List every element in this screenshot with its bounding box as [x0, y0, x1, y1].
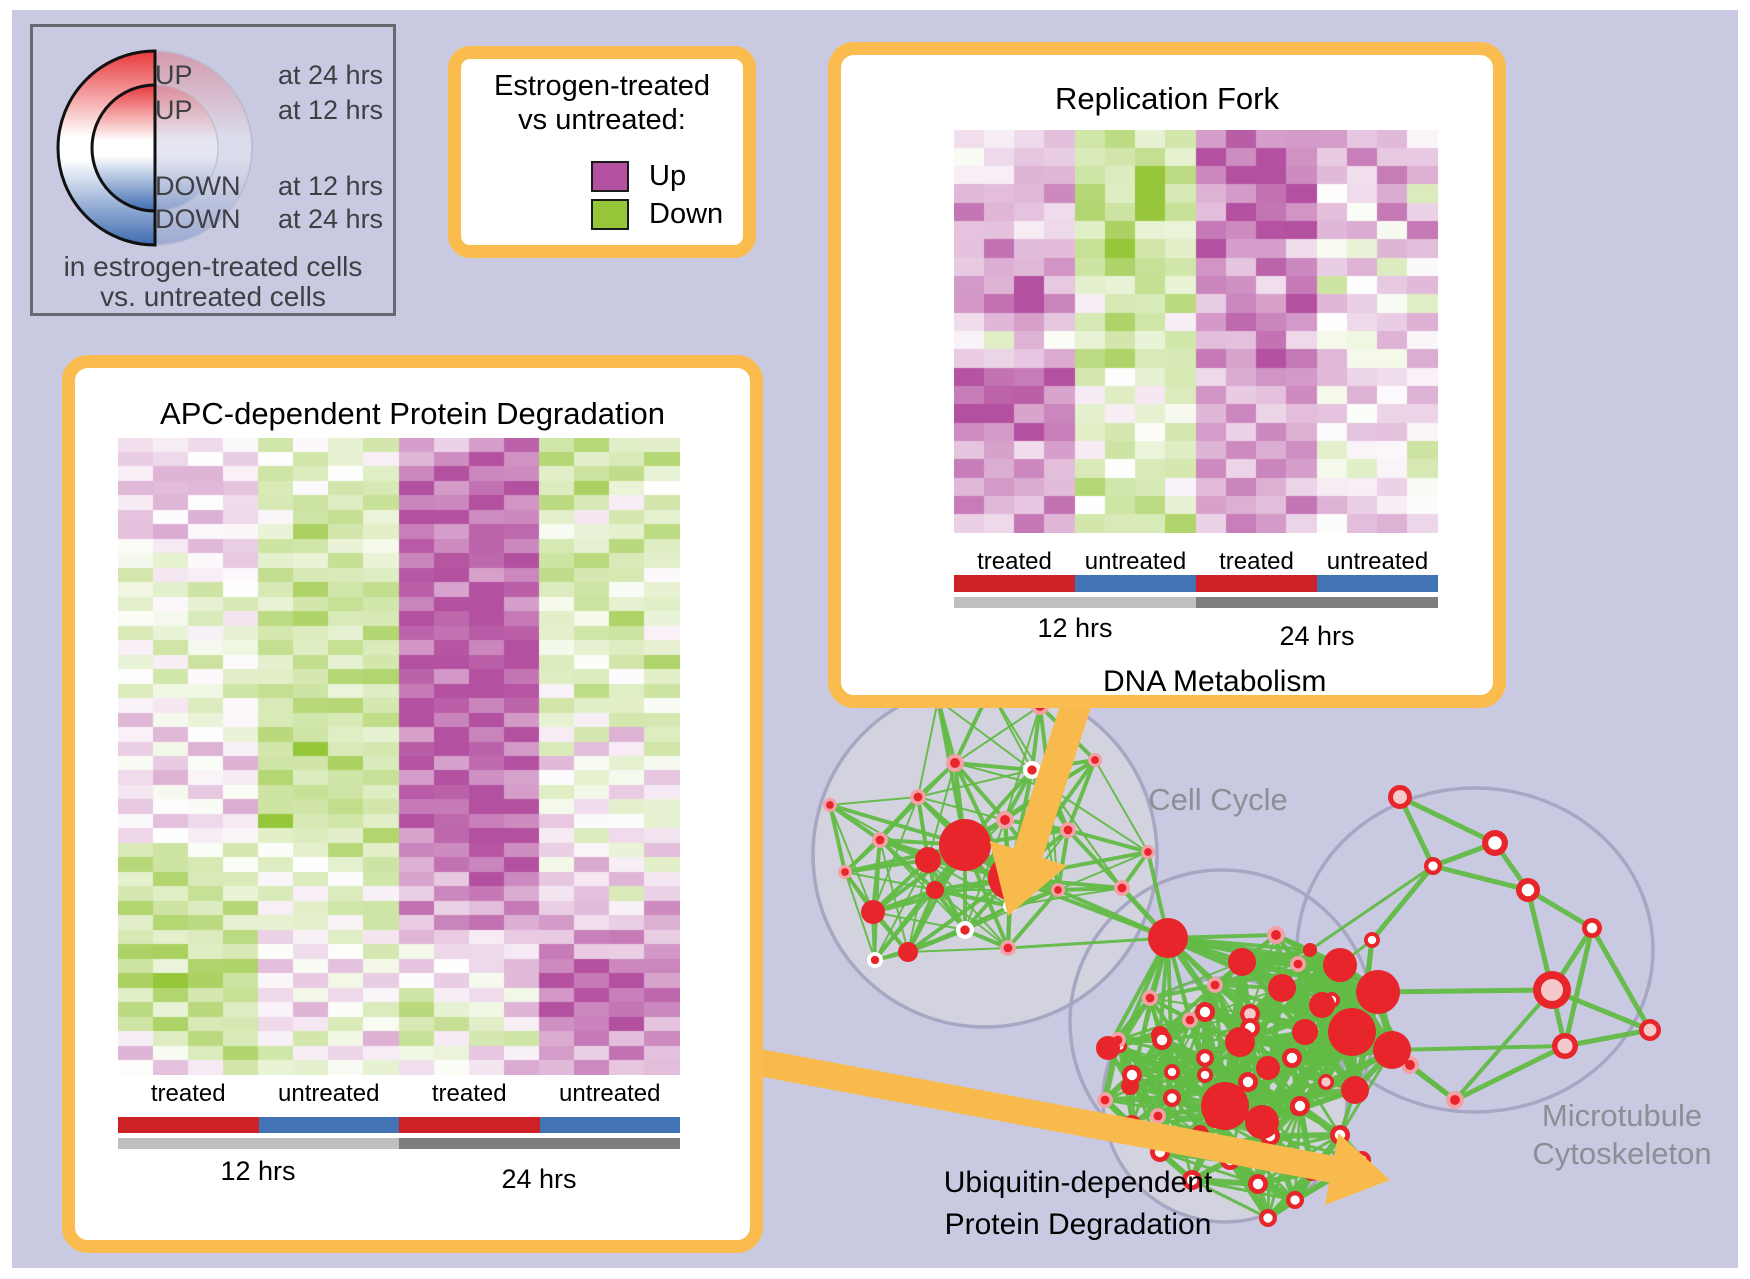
- ubiquitin-label-line2: Protein Degradation: [944, 1208, 1212, 1241]
- color-key-title-line2: vs untreated:: [518, 104, 686, 136]
- rf-12hrs-label: 12 hrs: [1037, 613, 1113, 643]
- rf-bar-24hrs: [1196, 597, 1438, 608]
- rf-bar-treated-12: [954, 575, 1075, 592]
- apc-bar-12hrs: [118, 1138, 399, 1149]
- legend-down-12-time: at 12 hrs: [278, 171, 384, 201]
- color-key-title: Estrogen-treated vs untreated:: [461, 69, 743, 137]
- microtubule-label-line1: Microtubule: [1541, 1098, 1703, 1133]
- legend-down-24-word: DOWN: [155, 204, 241, 234]
- rf-bar-12hrs: [954, 597, 1196, 608]
- key-row-down: Down: [591, 197, 724, 230]
- rf-cond-untreated-12: untreated: [1084, 548, 1187, 575]
- legend-caption-line2: vs. untreated cells: [100, 281, 326, 312]
- apc-bar-24hrs: [399, 1138, 680, 1149]
- fold-change-legend-box: UP at 24 hrs UP at 12 hrs DOWN at 12 hrs…: [30, 24, 396, 316]
- apc-cond-treated-24: treated: [431, 1080, 507, 1107]
- down-color-swatch: [591, 198, 629, 230]
- legend-up-24-time: at 24 hrs: [278, 60, 384, 90]
- up-color-swatch: [591, 160, 629, 192]
- rf-cond-treated-24: treated: [1219, 548, 1294, 575]
- rf-24hrs-label: 24 hrs: [1279, 621, 1355, 651]
- replication-fork-heatmap: [954, 130, 1438, 533]
- rf-condition-labels: treated untreated treated untreated: [954, 548, 1438, 576]
- legend-down-12-word: DOWN: [155, 171, 241, 201]
- apc-bar-treated-24: [399, 1117, 540, 1133]
- apc-12hrs-label: 12 hrs: [220, 1156, 296, 1186]
- apc-panel-title: APC-dependent Protein Degradation: [160, 396, 665, 431]
- legend-up-24-word: UP: [155, 60, 193, 90]
- apc-bar-treated-12: [118, 1117, 259, 1133]
- rf-bar-treated-24: [1196, 575, 1317, 592]
- apc-heatmap: [118, 438, 680, 1075]
- legend-up-12-time: at 12 hrs: [278, 95, 384, 125]
- color-key-box: Estrogen-treated vs untreated: Up Down: [448, 46, 756, 258]
- apc-heatmap-panel: APC-dependent Protein Degradation treate…: [62, 355, 763, 1253]
- apc-condition-bar: [118, 1117, 680, 1133]
- dna-metabolism-label: DNA Metabolism: [1103, 665, 1327, 698]
- legend-caption-line1: in estrogen-treated cells: [63, 251, 363, 282]
- up-label: Up: [649, 159, 687, 192]
- apc-cond-untreated-24: untreated: [559, 1080, 661, 1107]
- color-key-title-line1: Estrogen-treated: [493, 70, 710, 102]
- rf-bar-untreated-12: [1075, 575, 1196, 592]
- apc-bar-untreated-12: [258, 1117, 399, 1133]
- apc-condition-labels: treated untreated treated untreated: [118, 1080, 680, 1108]
- replication-fork-panel: Replication Fork treated untreated treat…: [828, 42, 1506, 708]
- replication-fork-title: Replication Fork: [1055, 81, 1279, 116]
- legend-up-12-word: UP: [155, 95, 193, 125]
- rf-bar-untreated-24: [1317, 575, 1438, 592]
- rf-cond-treated-12: treated: [977, 548, 1052, 575]
- cell-cycle-label: Cell Cycle: [1148, 782, 1288, 817]
- rf-time-bar: [954, 597, 1438, 608]
- apc-cond-treated-12: treated: [150, 1080, 226, 1107]
- ubiquitin-label-line1: Ubiquitin-dependent: [943, 1166, 1213, 1199]
- legend-down-24-time: at 24 hrs: [278, 204, 384, 234]
- rf-cond-untreated-24: untreated: [1326, 548, 1429, 575]
- microtubule-label-line2: Cytoskeleton: [1532, 1136, 1712, 1171]
- key-row-up: Up: [591, 159, 687, 192]
- apc-24hrs-label: 24 hrs: [501, 1164, 577, 1194]
- up-down-gradient-circles: [56, 49, 253, 247]
- apc-time-bar: [118, 1138, 680, 1149]
- down-label: Down: [649, 197, 724, 230]
- rf-condition-bar: [954, 575, 1438, 592]
- apc-cond-untreated-12: untreated: [278, 1080, 380, 1107]
- apc-bar-untreated-24: [539, 1117, 680, 1133]
